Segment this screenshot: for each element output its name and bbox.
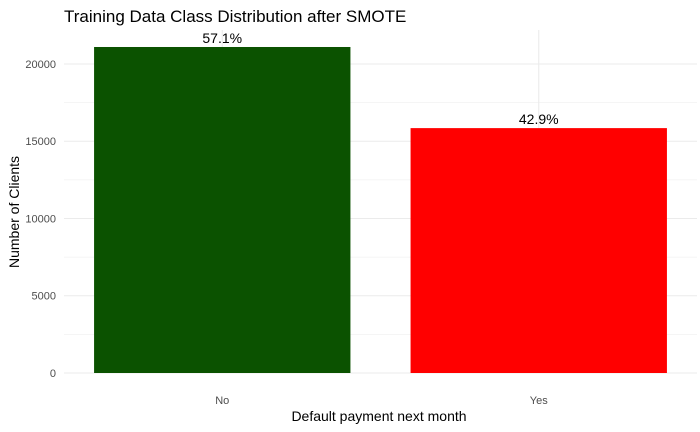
x-axis-label: Default payment next month	[291, 408, 466, 424]
chart-title: Training Data Class Distribution after S…	[64, 7, 406, 26]
y-tick-label: 15000	[25, 136, 56, 148]
data-labels: 57.1% 42.9%	[202, 30, 558, 127]
bars	[94, 46, 667, 374]
bar-no	[94, 46, 351, 374]
bar-yes	[410, 128, 667, 373]
data-label: 42.9%	[519, 111, 559, 127]
data-label: 57.1%	[202, 30, 242, 46]
y-tick-label: 0	[50, 368, 56, 380]
x-tick-label: Yes	[530, 395, 548, 407]
y-tick-label: 20000	[25, 59, 56, 71]
y-axis-label: Number of Clients	[6, 156, 22, 268]
y-tick-label: 5000	[32, 291, 56, 303]
y-tick-label: 10000	[25, 213, 56, 225]
x-tick-label: No	[215, 395, 229, 407]
axis-ticks: 0 5000 10000 15000 20000 No Yes	[25, 59, 548, 407]
